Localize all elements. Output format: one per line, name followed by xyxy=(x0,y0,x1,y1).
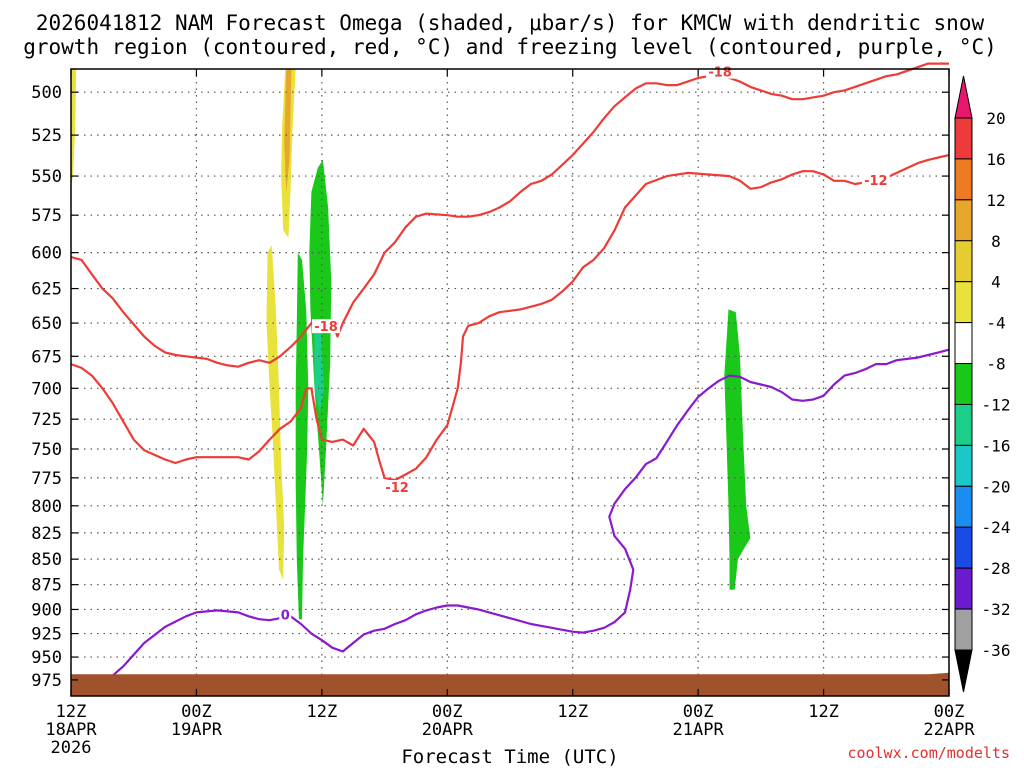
contour-line xyxy=(70,62,949,368)
grid-layer xyxy=(71,69,949,696)
colorbar-swatch xyxy=(954,567,973,610)
colorbar-swatch xyxy=(954,199,973,242)
omega-region xyxy=(314,329,324,414)
colorbar-swatch xyxy=(954,608,973,651)
y-tick-label: 575 xyxy=(31,206,62,226)
x-tick-label: 19APR xyxy=(171,720,223,740)
colorbar-swatch xyxy=(954,363,973,405)
colorbar-label: -20 xyxy=(982,477,1011,496)
colorbar-label: 12 xyxy=(986,191,1005,210)
y-tick-label: 975 xyxy=(31,671,62,691)
omega-region xyxy=(295,252,309,620)
colorbar-label: -24 xyxy=(982,518,1011,537)
y-tick-label: 850 xyxy=(31,550,62,570)
colorbar-label: -16 xyxy=(982,436,1011,455)
x-tick-label: 21APR xyxy=(673,720,725,740)
x-tick-label: 12Z xyxy=(808,702,839,722)
x-tick-label: 18APR xyxy=(45,720,97,740)
colorbar-label: 4 xyxy=(991,273,1001,292)
colorbar-label: -8 xyxy=(986,355,1005,374)
y-tick-label: 900 xyxy=(31,600,62,620)
omega-region xyxy=(266,245,285,580)
colorbar-label: -28 xyxy=(982,559,1011,578)
colorbar-swatch xyxy=(954,322,973,365)
colorbar-label: -36 xyxy=(982,641,1011,660)
x-tick-label: 12Z xyxy=(557,702,588,722)
colorbar-label: -4 xyxy=(986,314,1005,333)
terrain-fill xyxy=(71,672,949,696)
colorbar-over-arrow xyxy=(954,75,973,119)
y-tick-label: 550 xyxy=(31,167,62,187)
y-tick-label: 700 xyxy=(31,379,62,399)
colorbar: 20 16 12 8 4 -4 -8 -12 -16 -20 -24 -28 -32 -36 xyxy=(954,75,1011,693)
contour-line xyxy=(70,153,950,482)
y-tick-label: 725 xyxy=(31,410,62,430)
y-tick-label: 600 xyxy=(31,244,62,264)
plot-frame xyxy=(70,68,950,697)
contour-label: -18 xyxy=(314,320,338,335)
y-axis: 500 525 550 575 600 625 650 675 700 725 750 775 800 8… xyxy=(31,83,949,691)
omega-region xyxy=(284,69,292,192)
x-tick-label: 12Z xyxy=(306,702,337,722)
contour-label-layer: -18 -12 -18 -12 0 xyxy=(279,64,890,623)
colorbar-swatch xyxy=(954,117,973,160)
terrain-layer xyxy=(71,672,949,696)
x-tick-label: 12Z xyxy=(56,702,87,722)
contour-line xyxy=(86,348,950,697)
colorbar-label: 8 xyxy=(991,232,1001,251)
x-tick-label: 00Z xyxy=(181,702,212,722)
y-tick-label: 625 xyxy=(31,280,62,300)
x-tick-label: 00Z xyxy=(432,702,463,722)
title-line-1: 2026041812 NAM Forecast Omega (shaded, μ… xyxy=(36,11,985,35)
colorbar-swatch xyxy=(954,485,973,528)
colorbar-swatch xyxy=(954,240,973,283)
x-tick-label: 2026 xyxy=(51,738,92,758)
contour-layer xyxy=(70,62,950,697)
x-tick-label: 00Z xyxy=(934,702,965,722)
omega-region xyxy=(71,69,77,186)
contour-label: 0 xyxy=(281,608,290,623)
colorbar-label: 20 xyxy=(986,109,1005,128)
colorbar-label: 16 xyxy=(986,150,1005,169)
contour-label-bg xyxy=(312,319,341,334)
y-tick-label: 800 xyxy=(31,497,62,517)
x-tick-label: 20APR xyxy=(422,720,474,740)
colorbar-swatch xyxy=(954,281,973,324)
y-tick-label: 775 xyxy=(31,469,62,489)
y-tick-label: 675 xyxy=(31,347,62,367)
omega-region xyxy=(724,309,751,590)
y-tick-label: 500 xyxy=(31,83,62,103)
y-tick-label: 525 xyxy=(31,126,62,146)
y-tick-label: 925 xyxy=(31,625,62,645)
colorbar-label: -32 xyxy=(982,600,1011,619)
omega-shading-layer xyxy=(71,69,751,620)
y-tick-label: 950 xyxy=(31,648,62,668)
y-tick-label: 825 xyxy=(31,524,62,544)
colorbar-under-arrow xyxy=(954,649,973,693)
y-tick-label: 650 xyxy=(31,314,62,334)
title-line-2: growth region (contoured, red, °C) and f… xyxy=(23,35,997,59)
y-tick-label: 750 xyxy=(31,440,62,460)
contour-label-bg xyxy=(706,64,735,79)
contour-label: -12 xyxy=(385,481,409,496)
credit-text: coolwx.com/modelts xyxy=(847,744,1010,762)
x-tick-label: 00Z xyxy=(683,702,714,722)
x-axis-label: Forecast Time (UTC) xyxy=(401,746,618,768)
colorbar-swatch xyxy=(954,403,973,446)
x-tick-label: 22APR xyxy=(923,720,975,740)
colorbar-swatch xyxy=(954,444,973,487)
colorbar-swatch xyxy=(954,526,973,569)
colorbar-label: -12 xyxy=(982,395,1011,414)
contour-label-bg xyxy=(279,607,292,622)
colorbar-swatch xyxy=(954,158,973,201)
contour-label-bg xyxy=(861,172,890,187)
contour-label-bg xyxy=(383,480,412,495)
contour-label: -12 xyxy=(864,174,888,189)
contour-label: -18 xyxy=(708,66,732,81)
y-tick-label: 875 xyxy=(31,576,62,596)
